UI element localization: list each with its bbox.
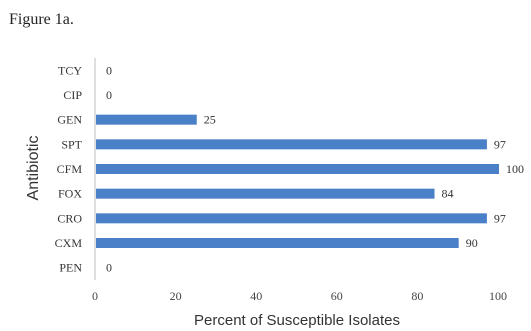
data-label-spt: 97: [494, 137, 506, 151]
bar-cfm: [96, 164, 499, 174]
x-tick-label-60: 60: [331, 289, 343, 303]
x-tick-label-40: 40: [250, 289, 262, 303]
data-label-cfm: 100: [506, 162, 524, 176]
category-label-cip: CIP: [63, 88, 82, 102]
bar-cro: [96, 213, 487, 224]
category-label-cfm: CFM: [57, 162, 83, 176]
plot-area: TCY 0 CIP 0 GEN 25 SPT 97 CFM 100 FOX 84 CRO 97 CXM 90 P…: [55, 58, 524, 303]
bar-fox: [96, 188, 435, 199]
figure-label: Figure 1a.: [9, 11, 74, 28]
y-axis-title: Antibiotic: [25, 136, 42, 201]
x-tick-label-20: 20: [170, 289, 182, 303]
bar-spt: [96, 139, 487, 150]
data-label-cro: 97: [494, 211, 506, 225]
data-label-pen: 0: [106, 261, 112, 275]
bar-cxm: [96, 238, 459, 248]
data-label-cip: 0: [106, 88, 112, 102]
category-label-fox: FOX: [58, 187, 82, 201]
category-label-pen: PEN: [59, 261, 82, 275]
data-label-gen: 25: [204, 113, 216, 127]
data-label-cxm: 90: [466, 236, 478, 250]
category-label-gen: GEN: [57, 113, 82, 127]
category-label-tcy: TCY: [58, 63, 82, 77]
x-tick-label-0: 0: [92, 289, 98, 303]
category-label-cro: CRO: [57, 211, 82, 225]
category-label-cxm: CXM: [55, 236, 83, 250]
category-label-spt: SPT: [61, 137, 82, 151]
x-axis-title: Percent of Susceptible Isolates: [194, 312, 400, 329]
x-tick-label-80: 80: [411, 289, 423, 303]
bar-gen: [96, 114, 197, 125]
data-label-fox: 84: [442, 187, 454, 201]
x-tick-label-100: 100: [489, 289, 507, 303]
data-label-tcy: 0: [106, 63, 112, 77]
